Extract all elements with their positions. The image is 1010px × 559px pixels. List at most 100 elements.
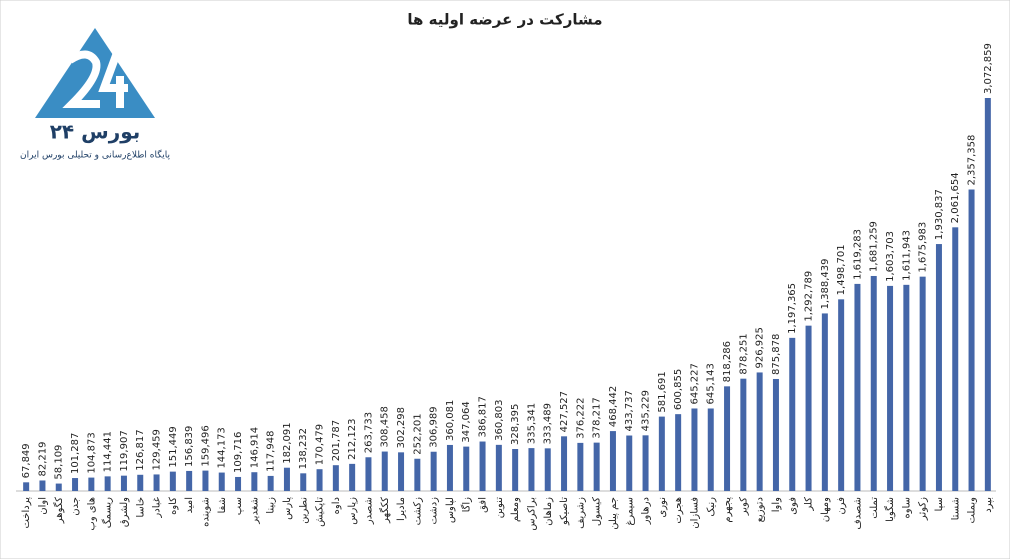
x-tick-label: کگوهر bbox=[53, 497, 65, 524]
x-tick-label: شفا bbox=[217, 497, 228, 513]
bar bbox=[838, 299, 845, 491]
x-tick-label: شستا bbox=[950, 497, 961, 520]
value-label: 138,232 bbox=[298, 428, 309, 469]
value-label: 67,849 bbox=[21, 443, 32, 478]
x-tick-label: واوا bbox=[771, 497, 782, 512]
x-tick-label: شصدف bbox=[852, 497, 863, 530]
bar bbox=[137, 474, 144, 491]
value-label: 109,716 bbox=[233, 432, 244, 473]
bar bbox=[349, 463, 356, 491]
bar bbox=[55, 483, 62, 491]
value-label: 151,449 bbox=[168, 426, 179, 467]
x-tick-label: سپا bbox=[934, 497, 945, 511]
value-label: 818,286 bbox=[722, 341, 733, 382]
value-label: 114,441 bbox=[103, 431, 114, 472]
value-label: 378,217 bbox=[592, 397, 603, 438]
x-tick-label: پجهرم bbox=[722, 497, 733, 523]
x-tick-label: لپاوس bbox=[445, 497, 456, 523]
value-label: 875,878 bbox=[771, 334, 782, 375]
value-label: 427,527 bbox=[559, 391, 570, 432]
value-label: 117,948 bbox=[266, 431, 277, 472]
value-label: 263,733 bbox=[363, 412, 374, 453]
logo: بورس ۲۴ پایگاه اطلاع‌رسانی و تحلیلی بورس… bbox=[20, 28, 170, 161]
x-tick-label: داوه bbox=[331, 497, 342, 514]
bar bbox=[887, 285, 894, 491]
value-label: 1,930,837 bbox=[934, 189, 945, 240]
x-tick-label: ساوه bbox=[901, 497, 912, 519]
x-tick-label: زدشت bbox=[429, 497, 440, 525]
value-label: 2,357,358 bbox=[967, 135, 978, 186]
value-label: 360,803 bbox=[494, 399, 505, 440]
x-tick-label: سیمرغ bbox=[624, 497, 635, 526]
x-tick-label: ککگهر bbox=[379, 497, 391, 524]
logo-digit bbox=[62, 50, 101, 108]
bar bbox=[332, 465, 339, 491]
x-tick-label: زماهان bbox=[543, 497, 554, 526]
bar bbox=[169, 471, 176, 491]
value-label: 302,298 bbox=[396, 407, 407, 448]
x-tick-label: کاوه bbox=[168, 497, 179, 515]
value-label: 252,201 bbox=[412, 413, 423, 454]
x-tick-label: فرن bbox=[836, 497, 847, 515]
x-tick-label: غبادر bbox=[152, 497, 163, 519]
value-label: 328,395 bbox=[510, 404, 521, 445]
logo-name: بورس ۲۴ bbox=[50, 120, 141, 144]
x-tick-label: زبینا bbox=[266, 497, 277, 514]
bar bbox=[88, 477, 95, 491]
x-tick-label: وبملت bbox=[967, 497, 978, 524]
x-tick-label: خاسا bbox=[135, 497, 146, 518]
bar bbox=[446, 444, 453, 491]
bar bbox=[463, 446, 470, 491]
bar bbox=[707, 408, 714, 491]
x-tick-label: اوان bbox=[37, 497, 48, 515]
value-label: 119,907 bbox=[119, 430, 130, 471]
value-label: 333,489 bbox=[543, 403, 554, 444]
value-label: 360,081 bbox=[445, 400, 456, 441]
value-label: 58,109 bbox=[54, 445, 65, 480]
x-tick-label: شصدر bbox=[363, 497, 374, 525]
bar bbox=[267, 475, 274, 491]
value-label: 306,989 bbox=[429, 406, 440, 447]
value-label: 1,611,943 bbox=[901, 230, 912, 281]
value-label: 101,287 bbox=[70, 433, 81, 474]
value-label: 308,458 bbox=[380, 406, 391, 447]
value-label: 435,229 bbox=[641, 390, 652, 431]
value-label: 159,496 bbox=[200, 425, 211, 466]
value-label: 645,143 bbox=[706, 363, 717, 404]
value-label: 433,737 bbox=[624, 390, 635, 431]
value-label: 926,925 bbox=[755, 327, 766, 368]
bar bbox=[316, 469, 323, 491]
value-label: 1,197,365 bbox=[787, 283, 798, 334]
bar bbox=[658, 416, 665, 491]
x-tick-label: پرداخت bbox=[21, 497, 32, 529]
value-label: 170,479 bbox=[315, 424, 326, 465]
value-label: 386,817 bbox=[478, 396, 489, 437]
bar bbox=[805, 325, 812, 491]
bar bbox=[414, 458, 421, 491]
value-label: 1,498,701 bbox=[836, 244, 847, 295]
value-label: 335,341 bbox=[526, 403, 537, 444]
value-label: 1,675,983 bbox=[918, 222, 929, 273]
bar bbox=[952, 227, 959, 492]
value-label: 182,091 bbox=[282, 422, 293, 463]
bar bbox=[528, 448, 535, 491]
x-tick-label: زپارس bbox=[347, 497, 358, 525]
x-tick-label: زشریف bbox=[575, 497, 586, 529]
value-label: 82,219 bbox=[37, 441, 48, 476]
x-tick-label: سپ bbox=[233, 497, 244, 515]
x-tick-label: شوینده bbox=[200, 497, 211, 527]
logo-digit bbox=[98, 48, 128, 108]
bar bbox=[104, 476, 111, 491]
value-label: 581,691 bbox=[657, 371, 668, 412]
x-tick-label: هجرت bbox=[673, 497, 684, 524]
bar bbox=[561, 436, 568, 491]
value-label: 156,839 bbox=[184, 426, 195, 467]
bar bbox=[512, 449, 519, 491]
value-label: 878,251 bbox=[738, 333, 749, 374]
value-label: 201,787 bbox=[331, 420, 342, 461]
bar bbox=[153, 474, 160, 491]
x-tick-label: زکوثر bbox=[918, 497, 929, 521]
bar bbox=[789, 337, 796, 491]
